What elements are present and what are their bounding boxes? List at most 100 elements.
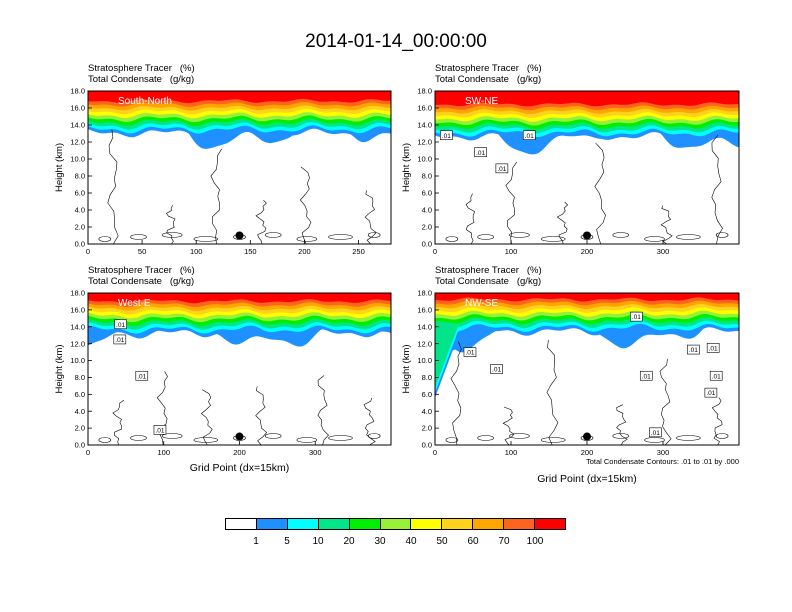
y-tick-label: 8.0 bbox=[422, 172, 432, 181]
condensate-contour bbox=[296, 236, 318, 242]
x-axis-label: Grid Point (dx=15km) bbox=[537, 473, 637, 485]
condensate-contour bbox=[98, 437, 112, 443]
condensate-contour bbox=[264, 433, 282, 439]
x-tick-label: 250 bbox=[352, 247, 365, 256]
contour-label: .01 bbox=[709, 345, 718, 352]
contour-label: .01 bbox=[465, 350, 474, 357]
x-tick-label: 300 bbox=[309, 448, 322, 457]
condensate-contour bbox=[594, 142, 606, 245]
condensate-contour bbox=[450, 341, 462, 446]
condensate-contour bbox=[112, 399, 124, 446]
x-tick-label: 0 bbox=[433, 247, 437, 256]
colorbar-label: 50 bbox=[436, 536, 448, 547]
y-tick-label: 0.0 bbox=[75, 240, 85, 249]
x-tick-label: 0 bbox=[86, 448, 90, 457]
panel-title-line: Stratosphere Tracer (%) bbox=[88, 265, 195, 276]
y-tick-label: 8.0 bbox=[75, 373, 85, 382]
contour-label-box bbox=[709, 370, 723, 381]
contour-label-box bbox=[153, 425, 167, 435]
condensate-contour bbox=[210, 148, 222, 245]
condensate-contour bbox=[367, 232, 381, 238]
colorbar-label: 70 bbox=[498, 536, 510, 547]
y-tick-label: 4.0 bbox=[422, 407, 432, 416]
contour-label-box bbox=[135, 370, 149, 381]
contour-label-box bbox=[474, 147, 487, 158]
condensate-contour bbox=[540, 236, 566, 242]
tracer-level-10 bbox=[88, 91, 391, 104]
contour-label: .01 bbox=[712, 373, 721, 380]
contour-label-box bbox=[639, 370, 653, 381]
condensate-contour bbox=[317, 375, 329, 446]
contour-label-box bbox=[522, 130, 536, 141]
condensate-contour bbox=[328, 435, 353, 441]
colorbar-cell bbox=[380, 519, 412, 529]
panel-title-line: Stratosphere Tracer (%) bbox=[88, 63, 195, 74]
y-tick-label: 4.0 bbox=[75, 407, 85, 416]
colorbar-cell bbox=[442, 519, 474, 529]
location-marker bbox=[235, 432, 244, 441]
condensate-contour bbox=[130, 234, 147, 240]
x-tick-label: 200 bbox=[581, 247, 594, 256]
contour-label-box bbox=[440, 130, 453, 141]
condensate-contour bbox=[540, 437, 566, 443]
section-annotation: SW-NE bbox=[465, 96, 498, 107]
panel-title-line: Total Condensate (g/kg) bbox=[88, 276, 195, 287]
colorbar-label: 30 bbox=[374, 536, 386, 547]
y-tick-label: 6.0 bbox=[422, 390, 432, 399]
contour-label: .01 bbox=[642, 373, 651, 380]
condensate-contour bbox=[715, 433, 729, 439]
condensate-contour bbox=[502, 406, 515, 446]
condensate-contour bbox=[477, 435, 494, 441]
contour-label: .01 bbox=[706, 390, 715, 397]
condensate-contour bbox=[367, 433, 381, 439]
location-marker bbox=[235, 231, 244, 240]
condensate-contour bbox=[644, 437, 665, 443]
section-annotation: NW-SE bbox=[465, 298, 498, 309]
contour-label: .01 bbox=[137, 373, 146, 380]
colorbar-cell bbox=[226, 519, 257, 529]
y-axis-label: Height (km) bbox=[401, 344, 412, 393]
colorbar bbox=[225, 518, 566, 530]
contour-label: .01 bbox=[476, 150, 485, 157]
condensate-contour bbox=[505, 161, 518, 245]
page-title: 2014-01-14_00:00:00 bbox=[305, 31, 487, 52]
condensate-contour bbox=[445, 236, 459, 242]
panel-title-line: Stratosphere Tracer (%) bbox=[435, 63, 542, 74]
condensate-contour bbox=[659, 358, 672, 446]
y-tick-label: 6.0 bbox=[75, 189, 85, 198]
y-tick-label: 18.0 bbox=[417, 289, 432, 298]
x-tick-label: 100 bbox=[157, 448, 170, 457]
contour-label: .01 bbox=[689, 347, 698, 354]
condensate-contour bbox=[299, 166, 312, 245]
y-axis-label: Height (km) bbox=[401, 143, 412, 192]
y-tick-label: 12.0 bbox=[70, 138, 85, 147]
y-tick-label: 10.0 bbox=[417, 155, 432, 164]
colorbar-cell bbox=[411, 519, 443, 529]
condensate-contour bbox=[509, 232, 530, 238]
x-tick-label: 0 bbox=[433, 448, 437, 457]
y-tick-label: 14.0 bbox=[417, 322, 432, 331]
condensate-contour bbox=[200, 389, 213, 446]
x-tick-label: 0 bbox=[86, 247, 90, 256]
section-annotation: South-North bbox=[118, 96, 172, 107]
contour-label: .01 bbox=[155, 427, 164, 434]
x-tick-label: 100 bbox=[505, 247, 518, 256]
condensate-contour bbox=[98, 236, 112, 242]
panel-header: Stratosphere Tracer (%) Total Condensate … bbox=[88, 63, 195, 85]
y-tick-label: 14.0 bbox=[417, 121, 432, 130]
contour-label-box bbox=[495, 163, 509, 174]
contour-label-box bbox=[490, 364, 503, 374]
y-tick-label: 18.0 bbox=[70, 289, 85, 298]
colorbar-label: 20 bbox=[343, 536, 355, 547]
contour-label: .01 bbox=[525, 133, 534, 140]
condensate-contour bbox=[255, 199, 267, 245]
colorbar-label: 100 bbox=[526, 536, 544, 547]
condensate-contour bbox=[364, 190, 377, 245]
y-tick-label: 6.0 bbox=[422, 189, 432, 198]
y-tick-label: 6.0 bbox=[75, 390, 85, 399]
condensate-contour bbox=[711, 134, 723, 245]
plot-area: .01 .01 .01 .01 .01 .01 .01 .01 .01 NW-SE 0.0 2.0 4.… bbox=[401, 289, 740, 457]
x-tick-label: 300 bbox=[657, 247, 670, 256]
colorbar-cell bbox=[349, 519, 381, 529]
contour-label: .01 bbox=[497, 166, 506, 173]
